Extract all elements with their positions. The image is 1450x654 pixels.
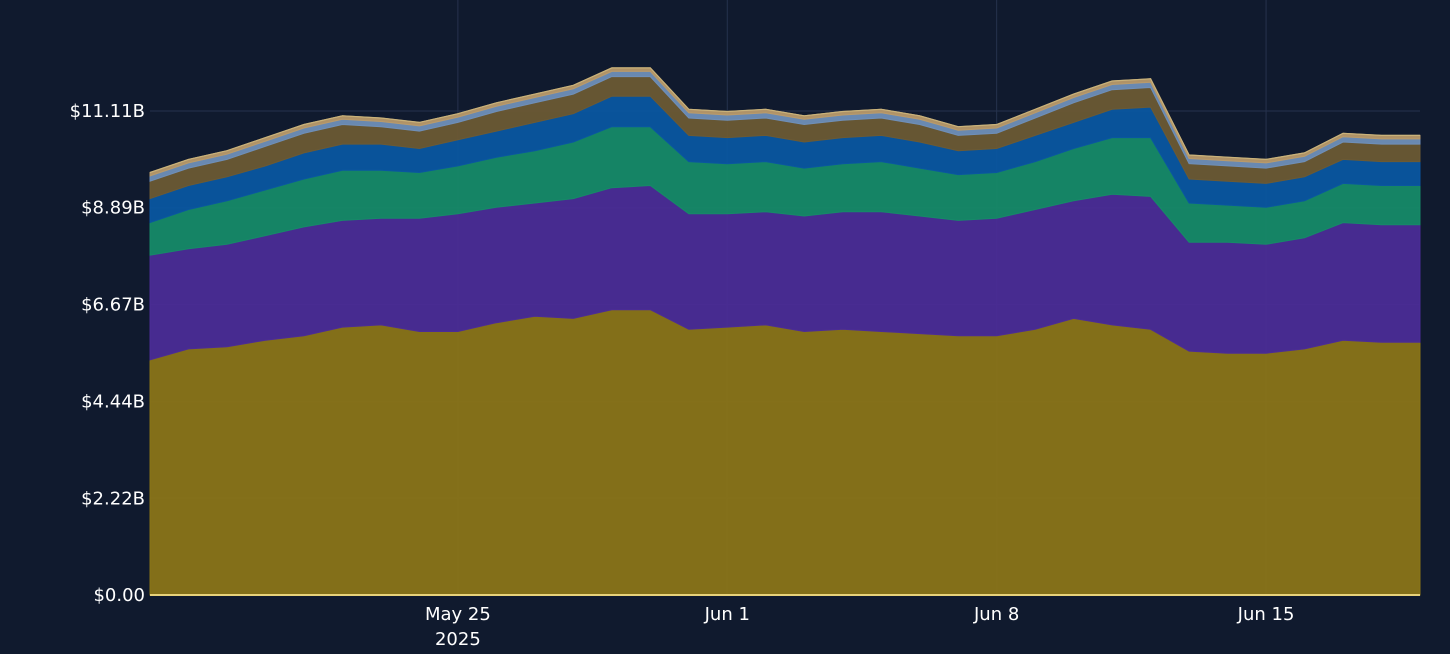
x-tick-label: Jun 15 — [1237, 604, 1295, 625]
y-tick-label: $4.44B — [81, 392, 145, 413]
x-tick-sublabel: 2025 — [435, 629, 481, 650]
stack-top-outline — [149, 67, 1420, 174]
y-tick-label: $8.89B — [81, 198, 145, 219]
axis-layer: $0.00 $2.22B $4.44B $6.67B $8.89B $11.11B May … — [70, 101, 1420, 650]
area-layer — [149, 67, 1421, 596]
x-tick-label: May 25 — [425, 604, 491, 625]
y-tick-label: $0.00 — [93, 585, 145, 606]
x-tick-label: Jun 8 — [973, 604, 1019, 625]
y-tick-label: $6.67B — [81, 294, 145, 315]
x-tick-label: Jun 1 — [704, 604, 750, 625]
y-tick-label: $11.11B — [70, 101, 145, 122]
y-tick-label: $2.22B — [81, 488, 145, 509]
